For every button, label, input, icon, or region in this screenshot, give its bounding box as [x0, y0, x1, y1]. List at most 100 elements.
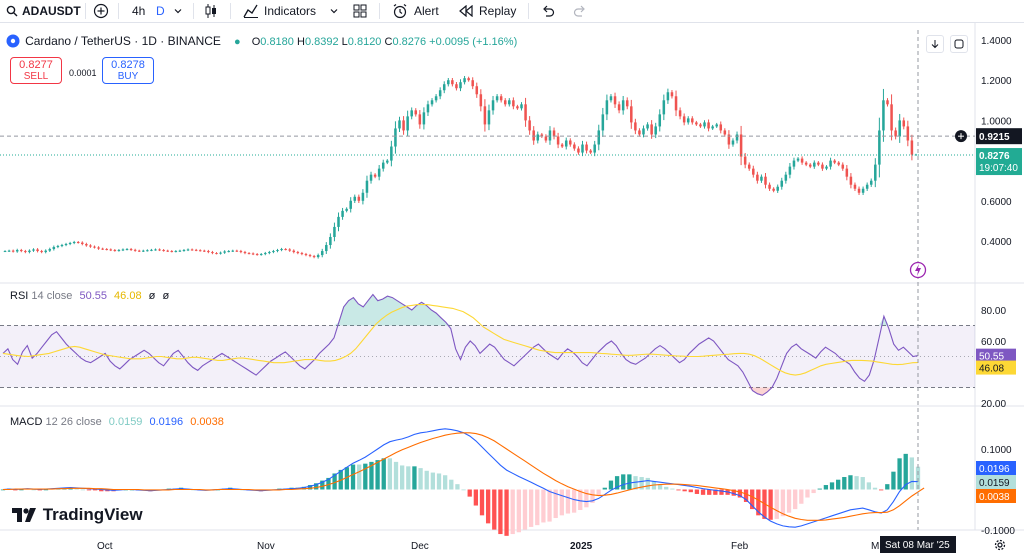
macd-histogram-bar	[344, 467, 350, 490]
macd-histogram-bar	[774, 489, 779, 519]
macd-histogram-bar	[400, 465, 405, 490]
candle-body	[235, 250, 239, 252]
candle-body	[662, 100, 666, 115]
candle-body	[833, 160, 836, 163]
collapse-down-button[interactable]	[926, 35, 944, 53]
candle-body	[304, 254, 308, 256]
candle-body	[150, 249, 153, 251]
macd-histogram-bar	[584, 489, 589, 508]
macd-histogram-bar	[541, 489, 546, 523]
macd-histogram-bar	[510, 489, 515, 535]
candle-body	[361, 192, 365, 201]
alert-button[interactable]: Alert	[414, 4, 439, 18]
alarm-clock-icon[interactable]	[392, 0, 408, 22]
indicators-icon[interactable]	[243, 0, 259, 22]
candle-body	[247, 253, 251, 255]
macd-histogram-bar	[811, 489, 816, 494]
rsi-tick-label: 80.00	[981, 306, 1006, 317]
price-candles	[3, 75, 918, 259]
undo-icon[interactable]	[541, 0, 555, 22]
macd-signal-badge-label: 0.0038	[979, 492, 1010, 503]
candle-body	[203, 250, 206, 252]
interval-d[interactable]: D	[156, 4, 165, 18]
macd-histogram-bar	[332, 473, 337, 490]
time-axis-label: Oct	[97, 541, 113, 552]
candle-body	[483, 106, 487, 125]
candle-body	[719, 124, 723, 131]
ohlc-open-label: O	[251, 36, 261, 48]
gear-icon[interactable]	[993, 538, 1007, 557]
macd-tick-label: 0.1000	[981, 445, 1012, 456]
macd-histogram-bar	[528, 489, 534, 527]
candle-body	[272, 251, 275, 253]
candle-body	[686, 118, 690, 123]
redo-icon[interactable]	[573, 0, 587, 22]
macd-histogram-bar	[455, 484, 460, 490]
symbol-label[interactable]: ADAUSDT	[22, 4, 81, 18]
main-legend: Cardano / TetherUS · 1D · BINANCE ● O0.8…	[6, 34, 517, 48]
candle-body	[874, 164, 877, 181]
candle-body	[447, 80, 450, 85]
candle-body	[845, 168, 849, 177]
macd-histogram-bar	[43, 489, 49, 491]
rsi-na-2: ø	[162, 290, 170, 302]
compare-plus-icon[interactable]	[93, 0, 109, 22]
candle-body	[89, 245, 92, 247]
chevron-down-icon[interactable]	[173, 0, 183, 22]
macd-histogram-bar	[713, 489, 718, 495]
candle-body	[190, 249, 194, 251]
candle-body	[731, 140, 735, 145]
candle-body	[60, 245, 64, 247]
search-icon[interactable]	[6, 0, 18, 22]
candle-body	[886, 100, 889, 105]
candle-body	[24, 251, 27, 253]
ohlc-high-label: H	[296, 36, 305, 48]
maximize-pane-button[interactable]	[950, 35, 968, 53]
candle-body	[44, 250, 47, 253]
macd-histogram-bar	[621, 474, 626, 490]
candle-body	[377, 168, 381, 177]
candle-body	[646, 124, 649, 129]
macd-histogram-bar	[314, 483, 319, 490]
candle-body	[654, 126, 657, 135]
candles-icon[interactable]	[204, 0, 218, 22]
rsi-tick-label: 60.00	[981, 337, 1006, 348]
sell-button[interactable]: 0.8277 SELL	[10, 57, 62, 84]
candle-body	[349, 200, 352, 209]
candle-body	[239, 251, 243, 253]
macd-histogram-bar	[547, 489, 552, 522]
replay-icon[interactable]	[459, 0, 473, 22]
candle-body	[678, 110, 682, 117]
replay-button[interactable]: Replay	[479, 4, 517, 18]
candle-body	[129, 249, 133, 251]
buy-button[interactable]: 0.8278 BUY	[102, 57, 154, 84]
candle-body	[682, 116, 686, 123]
candle-body	[857, 188, 861, 193]
macd-histogram-bar	[608, 480, 614, 490]
candle-body	[898, 120, 901, 137]
layout-grid-icon[interactable]	[353, 0, 367, 22]
macd-histogram-bar	[768, 489, 773, 520]
candle-body	[170, 251, 174, 253]
chevron-down-icon[interactable]	[329, 0, 339, 22]
macd-histogram-bar	[430, 472, 436, 490]
candle-body	[593, 144, 596, 153]
candle-body	[142, 250, 145, 252]
time-axis-label: M	[871, 541, 879, 552]
toolbar-divider	[193, 3, 194, 19]
candle-body	[259, 254, 263, 256]
indicators-button[interactable]: Indicators	[264, 4, 317, 18]
macd-histogram-bar	[578, 489, 583, 510]
macd-histogram-bar	[461, 489, 466, 491]
macd-histogram-bar	[750, 489, 755, 510]
candle-body	[601, 114, 605, 131]
price-tick-label: 0.6000	[981, 197, 1012, 208]
interval-4h[interactable]: 4h	[132, 4, 146, 18]
macd-histogram-bar	[350, 464, 356, 490]
macd-hist-badge-label: 0.0159	[979, 478, 1010, 489]
candle-body	[788, 166, 792, 175]
candle-body	[101, 248, 104, 250]
candle-body	[853, 184, 857, 189]
macd-histogram-bar	[645, 477, 650, 490]
